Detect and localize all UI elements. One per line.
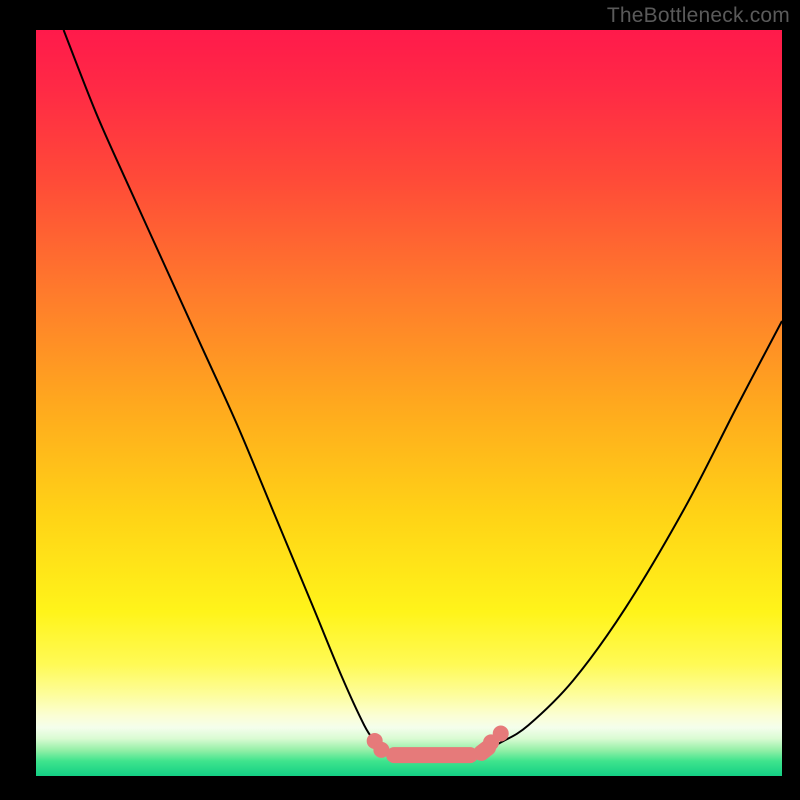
chart-stage: TheBottleneck.com <box>0 0 800 800</box>
marker-dot <box>493 725 509 741</box>
bottleneck-curve-chart <box>0 0 800 800</box>
marker-dot <box>373 742 389 758</box>
plot-background <box>36 30 782 776</box>
